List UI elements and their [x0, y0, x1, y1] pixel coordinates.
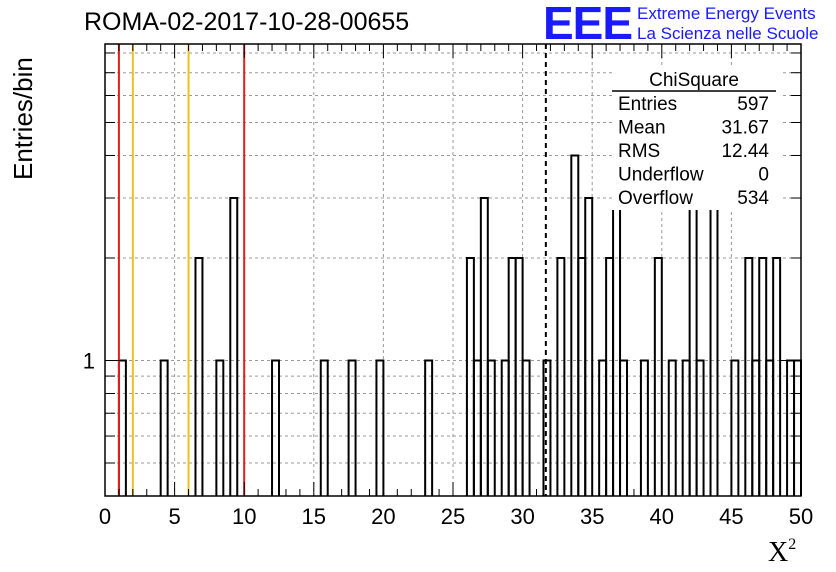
histogram-bin — [598, 359, 608, 496]
histogram-bin — [347, 359, 357, 496]
x-tick-label: 35 — [580, 504, 604, 529]
stats-row-value: 0 — [758, 165, 769, 186]
histogram-bin — [793, 359, 802, 496]
x-tick-label: 25 — [441, 504, 465, 529]
y-tick-label: 1 — [83, 348, 95, 373]
x-axis-label-exponent: 2 — [788, 536, 797, 553]
x-tick-label: 30 — [510, 504, 534, 529]
stats-row-label: RMS — [618, 141, 660, 162]
histogram-bin — [786, 359, 796, 496]
histogram-bin — [751, 359, 761, 496]
histogram-bin — [229, 197, 239, 496]
histogram-bin — [709, 197, 719, 496]
histogram-bin — [375, 359, 385, 496]
x-tick-label: 0 — [99, 504, 111, 529]
histogram-bin — [194, 256, 204, 496]
x-tick-label: 15 — [302, 504, 326, 529]
stats-box-title: ChiSquare — [649, 70, 739, 91]
histogram-bin — [681, 359, 691, 496]
histogram-bin — [605, 256, 615, 496]
histogram-bin — [514, 256, 524, 496]
x-tick-label: 50 — [789, 504, 813, 529]
histogram-bin — [424, 359, 434, 496]
stats-row-value: 534 — [737, 188, 769, 209]
histogram-bin — [319, 359, 329, 496]
stats-row-value: 12.44 — [721, 141, 769, 162]
eee-logo: EEE — [543, 0, 633, 49]
histogram-bin — [556, 256, 566, 496]
stats-box-background — [612, 66, 780, 210]
histogram-bin — [479, 197, 489, 496]
histogram-bin — [730, 359, 740, 496]
histogram-bin — [619, 359, 628, 496]
histogram-bin — [465, 256, 475, 496]
stats-row-value: 31.67 — [721, 118, 769, 139]
logo-line-2: La Scienza nelle Scuole — [637, 24, 819, 43]
histogram-bin — [758, 256, 768, 496]
logo-line-1: Extreme Energy Events — [637, 4, 816, 23]
histogram-bin — [542, 359, 552, 496]
x-tick-label: 10 — [232, 504, 256, 529]
histogram-bin — [744, 256, 754, 496]
histogram-bin — [500, 359, 510, 496]
x-axis-label-base: X — [768, 537, 789, 568]
histogram-bin — [521, 359, 531, 496]
histogram-bin — [486, 359, 496, 496]
stats-row-label: Underflow — [618, 165, 704, 186]
run-title: ROMA-02-2017-10-28-00655 — [84, 8, 410, 36]
histogram-bin — [772, 256, 782, 496]
x-axis-label: X2 — [768, 536, 796, 569]
stats-row-label: Entries — [618, 94, 677, 115]
histogram-bin — [612, 197, 622, 496]
stats-row-label: Overflow — [618, 188, 693, 209]
histogram-bin — [215, 359, 225, 496]
histogram-bin — [584, 197, 594, 496]
x-tick-label: 40 — [650, 504, 674, 529]
histogram-bin — [117, 359, 127, 496]
histogram-bin — [271, 359, 280, 496]
histogram-bin — [765, 359, 775, 496]
histogram-bin — [159, 359, 169, 496]
stats-row-value: 597 — [737, 94, 769, 115]
histogram-bin — [639, 359, 649, 496]
histogram-bin — [667, 359, 677, 496]
histogram-bin — [577, 256, 587, 496]
x-tick-label: 5 — [168, 504, 180, 529]
histogram-bin — [507, 256, 517, 496]
histogram-bin — [695, 359, 705, 496]
x-tick-label: 45 — [719, 504, 743, 529]
histogram-bin — [472, 359, 482, 496]
histogram-bin — [653, 256, 663, 496]
stats-row-label: Mean — [618, 118, 666, 139]
x-tick-label: 20 — [371, 504, 395, 529]
histogram-bin — [570, 154, 580, 496]
